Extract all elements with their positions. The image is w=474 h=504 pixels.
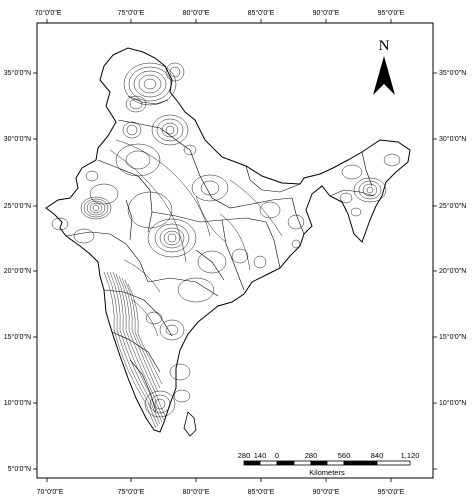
north-arrow-icon xyxy=(373,56,395,95)
lon-label-top: 75°0'0"E xyxy=(118,9,145,17)
lat-label-right: 10°0'0"N xyxy=(439,399,466,407)
lat-label-right: 30°0'0"N xyxy=(439,135,466,143)
lon-label-bottom: 70°0'0"E xyxy=(37,488,64,496)
lon-label-top: 90°0'0"E xyxy=(313,9,340,17)
lat-label-left: 15°0'0"N xyxy=(4,333,31,341)
lon-label-bottom: 75°0'0"E xyxy=(118,488,145,496)
scale-label: 280 xyxy=(238,451,251,460)
lat-label-left: 30°0'0"N xyxy=(4,135,31,143)
lon-label-top: 85°0'0"E xyxy=(248,9,275,17)
lon-label-bottom: 90°0'0"E xyxy=(313,488,340,496)
lat-label-left: 10°0'0"N xyxy=(4,399,31,407)
lat-label-right: 15°0'0"N xyxy=(439,333,466,341)
lat-label-right: 20°0'0"N xyxy=(439,267,466,275)
lon-label-top: 80°0'0"E xyxy=(183,9,210,17)
lon-label-top: 70°0'0"E xyxy=(35,9,62,17)
sri-lanka-outline xyxy=(183,411,197,437)
map-frame xyxy=(36,22,434,479)
scale-label: 560 xyxy=(338,451,351,460)
state-boundaries xyxy=(65,95,375,413)
scale-bar: 280 140 0 280 560 840 1,120 Kilometers xyxy=(238,451,420,477)
frame-ticks xyxy=(33,19,437,482)
scale-label: 140 xyxy=(254,451,267,460)
lat-label-left: 25°0'0"N xyxy=(4,202,31,210)
north-arrow: N xyxy=(373,38,395,95)
lat-label-left: 35°0'0"N xyxy=(4,69,31,77)
scale-unit: Kilometers xyxy=(309,468,345,477)
scale-label: 280 xyxy=(305,451,318,460)
india-outline xyxy=(45,47,411,433)
lat-label-right: 25°0'0"N xyxy=(439,202,466,210)
lon-label-bottom: 95°0'0"E xyxy=(378,488,405,496)
western-ghats-contours xyxy=(103,271,167,429)
isolines xyxy=(51,62,401,418)
lon-label-top: 95°0'0"E xyxy=(378,9,405,17)
lat-label-right: 35°0'0"N xyxy=(439,69,466,77)
scale-label: 0 xyxy=(275,451,279,460)
scale-label: 840 xyxy=(371,451,384,460)
lon-label-bottom: 80°0'0"E xyxy=(183,488,210,496)
lat-label-left: 5°0'0"N xyxy=(8,465,31,473)
north-label: N xyxy=(379,38,390,54)
scale-label: 1,120 xyxy=(401,451,420,460)
lat-label-left: 20°0'0"N xyxy=(4,267,31,275)
lon-label-bottom: 85°0'0"E xyxy=(248,488,275,496)
